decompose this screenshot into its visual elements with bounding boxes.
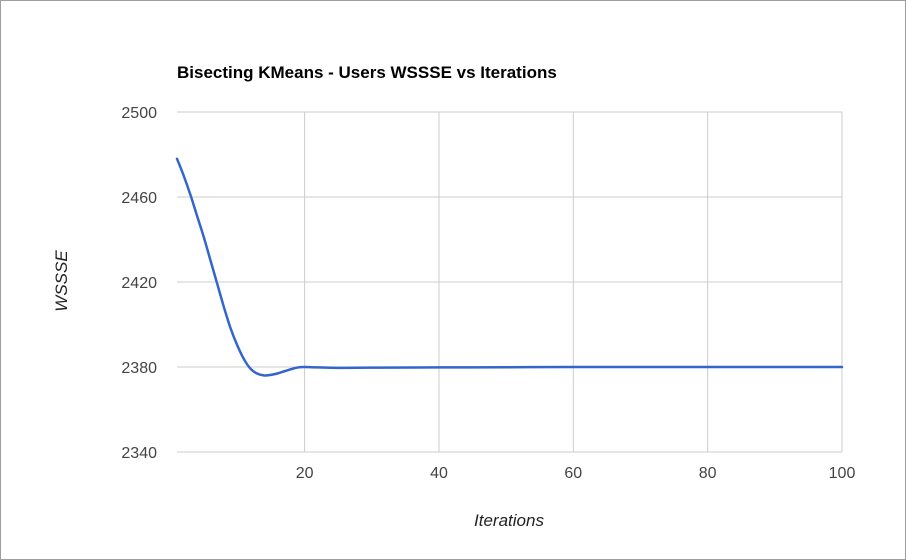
x-tick-label: 20 (296, 465, 314, 482)
x-tick-label: 100 (829, 465, 856, 482)
x-tick-label: 40 (430, 465, 448, 482)
grid-layer (177, 111, 843, 453)
y-tick-label: 2420 (121, 275, 157, 292)
y-tick-label: 2340 (121, 445, 157, 462)
y-tick-label: 2500 (121, 105, 157, 122)
series-layer (175, 157, 844, 377)
chart-title: Bisecting KMeans - Users WSSSE vs Iterat… (177, 63, 557, 82)
tick-layer: 2340 2380 2420 2460 2500 20 40 60 80 100 (121, 105, 855, 482)
y-tick-label: 2460 (121, 190, 157, 207)
series-line (175, 157, 844, 377)
x-tick-label: 80 (699, 465, 717, 482)
y-tick-label: 2380 (121, 360, 157, 377)
y-axis-label: WSSSE (52, 250, 71, 312)
x-tick-label: 60 (564, 465, 582, 482)
x-axis-label: Iterations (474, 511, 544, 530)
